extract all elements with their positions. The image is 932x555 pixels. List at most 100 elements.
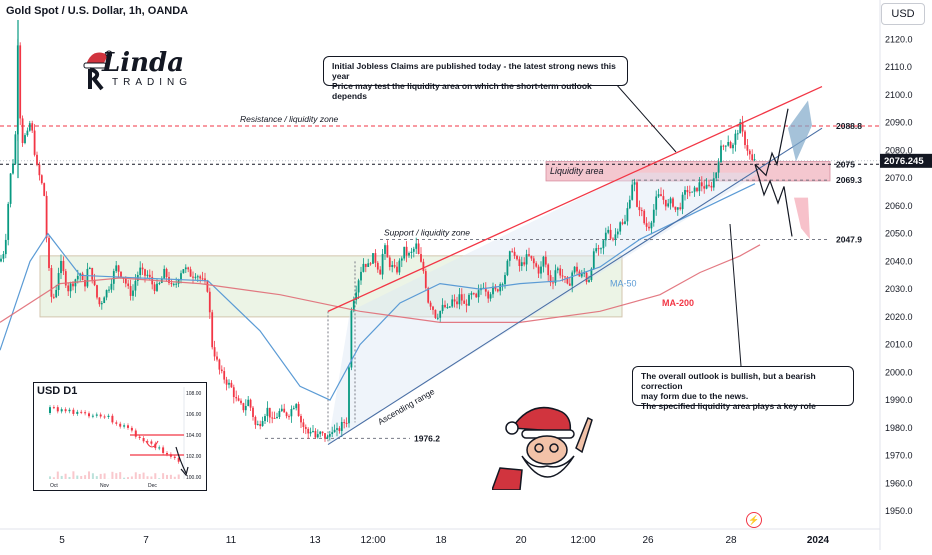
candle-body [624,221,626,224]
candle-body [317,434,319,437]
candle-body [118,265,120,271]
candle-body [711,186,713,188]
inset-volume-bar [80,476,82,479]
candle-body [619,222,621,231]
candle-body [183,269,185,273]
candle-body [648,227,650,229]
candle-body [329,434,331,437]
candle-body [677,207,679,209]
candle-body [439,311,441,318]
candle-body [15,134,17,163]
candle-body [130,286,132,296]
candle-body [111,284,113,290]
candle-body [574,267,576,273]
candle-body [19,45,21,118]
candle-body [67,285,69,291]
candle-body [305,427,307,429]
inset-volume-bar [57,472,59,479]
inset-y-label: 104.00 [186,433,202,439]
candle-body [737,133,739,134]
candle-body [228,383,230,385]
candle-body [87,269,89,287]
candle-body [199,276,201,278]
inset-candle-body [131,428,133,431]
candle-body [101,303,103,304]
candle-body [192,277,194,278]
candle-body [231,383,233,387]
candle-body [622,222,624,224]
lightning-icon[interactable]: ⚡ [746,512,762,528]
candle-body [545,257,547,265]
inset-candle-body [119,424,121,427]
candle-body [173,284,175,285]
candle-body [672,198,674,206]
candle-body [454,299,456,301]
candle-body [432,307,434,310]
candle-body [511,251,513,252]
inset-candle-body [84,412,86,413]
candle-body [300,416,302,422]
candle-body [219,360,221,370]
candle-body [247,400,249,406]
candle-body [207,281,209,291]
candle-body [55,290,57,297]
inset-volume-bar [119,472,121,479]
candle-body [420,254,422,262]
candle-body [641,210,643,211]
inset-volume-bar [72,471,74,479]
candle-body [58,273,60,290]
candle-body [687,190,689,192]
inset-candle-body [76,412,78,414]
x-tick-label: 26 [642,535,654,546]
candle-body [370,263,372,264]
candle-body [629,200,631,208]
candle-body [334,430,336,432]
inset-volume-bar [143,473,145,479]
candle-body [240,401,242,403]
candle-body [526,254,528,264]
y-tick-label: 2020.0 [885,312,913,322]
candle-body [360,272,362,281]
x-tick-label: 20 [515,535,527,546]
candle-body [723,146,725,147]
candle-body [341,422,343,431]
candle-body [406,247,408,256]
candle-body [588,280,590,282]
candle-body [543,257,545,267]
inset-y-label: 106.00 [186,412,202,418]
y-tick-label: 1950.0 [885,506,913,516]
candle-body [31,123,33,130]
candle-body [187,267,189,269]
candle-body [540,267,542,274]
candle-body [221,370,223,371]
candle-body [576,267,578,272]
candle-body [586,273,588,282]
y-tick-label: 2040.0 [885,256,913,266]
inset-volume-bar [154,473,156,479]
candle-body [255,417,257,425]
candle-body [235,397,237,398]
candle-body [413,249,415,252]
candle-body [379,270,381,275]
candle-body [291,409,293,416]
candle-body [115,265,117,271]
candle-body [310,432,312,434]
candle-body [713,178,715,187]
inset-volume-bar [84,475,86,479]
candle-body [252,408,254,417]
candle-body [298,404,300,416]
candle-body [653,210,655,223]
inset-volume-bar [139,474,141,479]
candle-body [163,269,165,278]
candle-body [293,408,295,409]
candle-body [103,297,105,303]
candle-body [730,142,732,148]
candle-body [502,284,504,285]
candle-body [725,146,727,147]
candle-body [223,371,225,380]
candle-body [521,262,523,266]
candle-body [689,192,691,193]
currency-button[interactable]: USD [881,3,925,25]
